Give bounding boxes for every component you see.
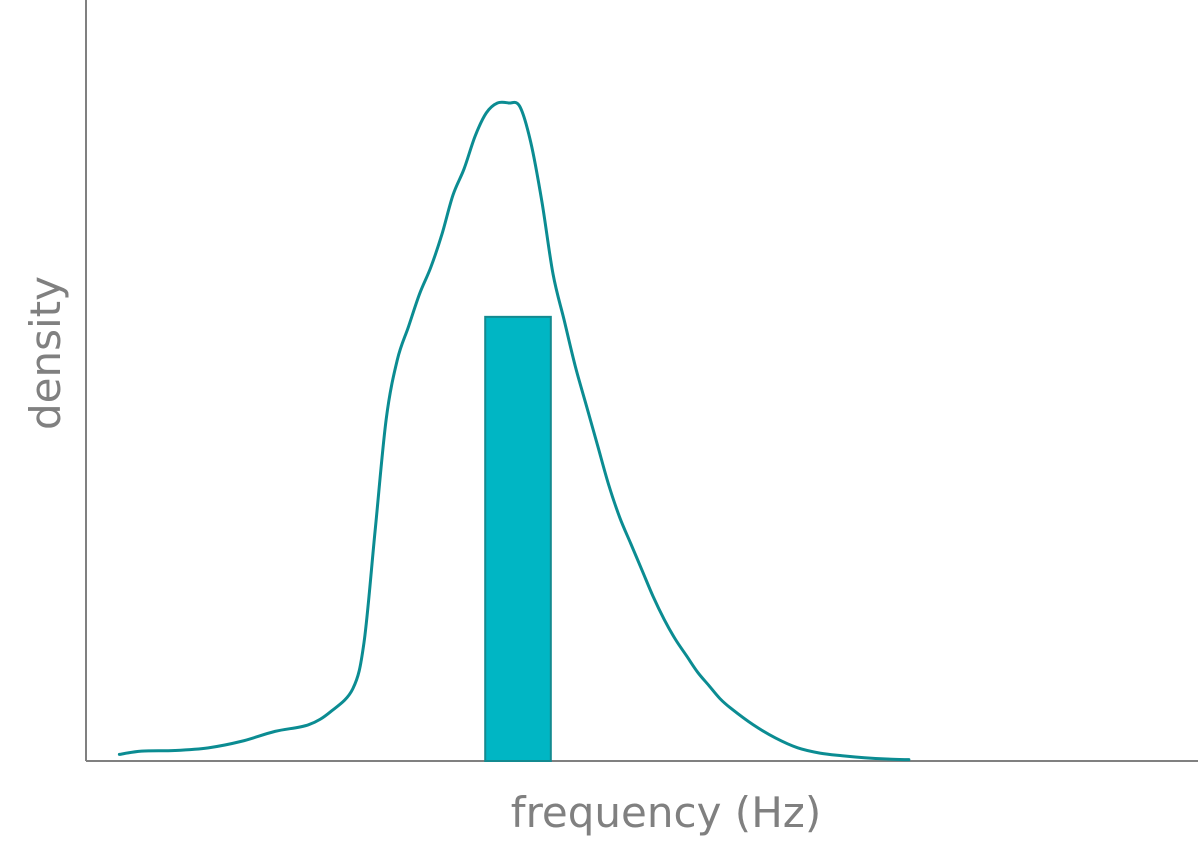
x-axis-label: frequency (Hz): [511, 788, 821, 837]
y-axis-label: density: [21, 276, 70, 430]
axes: [85, 0, 1198, 762]
bar-layer: [484, 315, 552, 762]
curve-layer: [117, 100, 911, 762]
highlight-bar: [484, 315, 552, 762]
density-curve: [117, 100, 911, 762]
